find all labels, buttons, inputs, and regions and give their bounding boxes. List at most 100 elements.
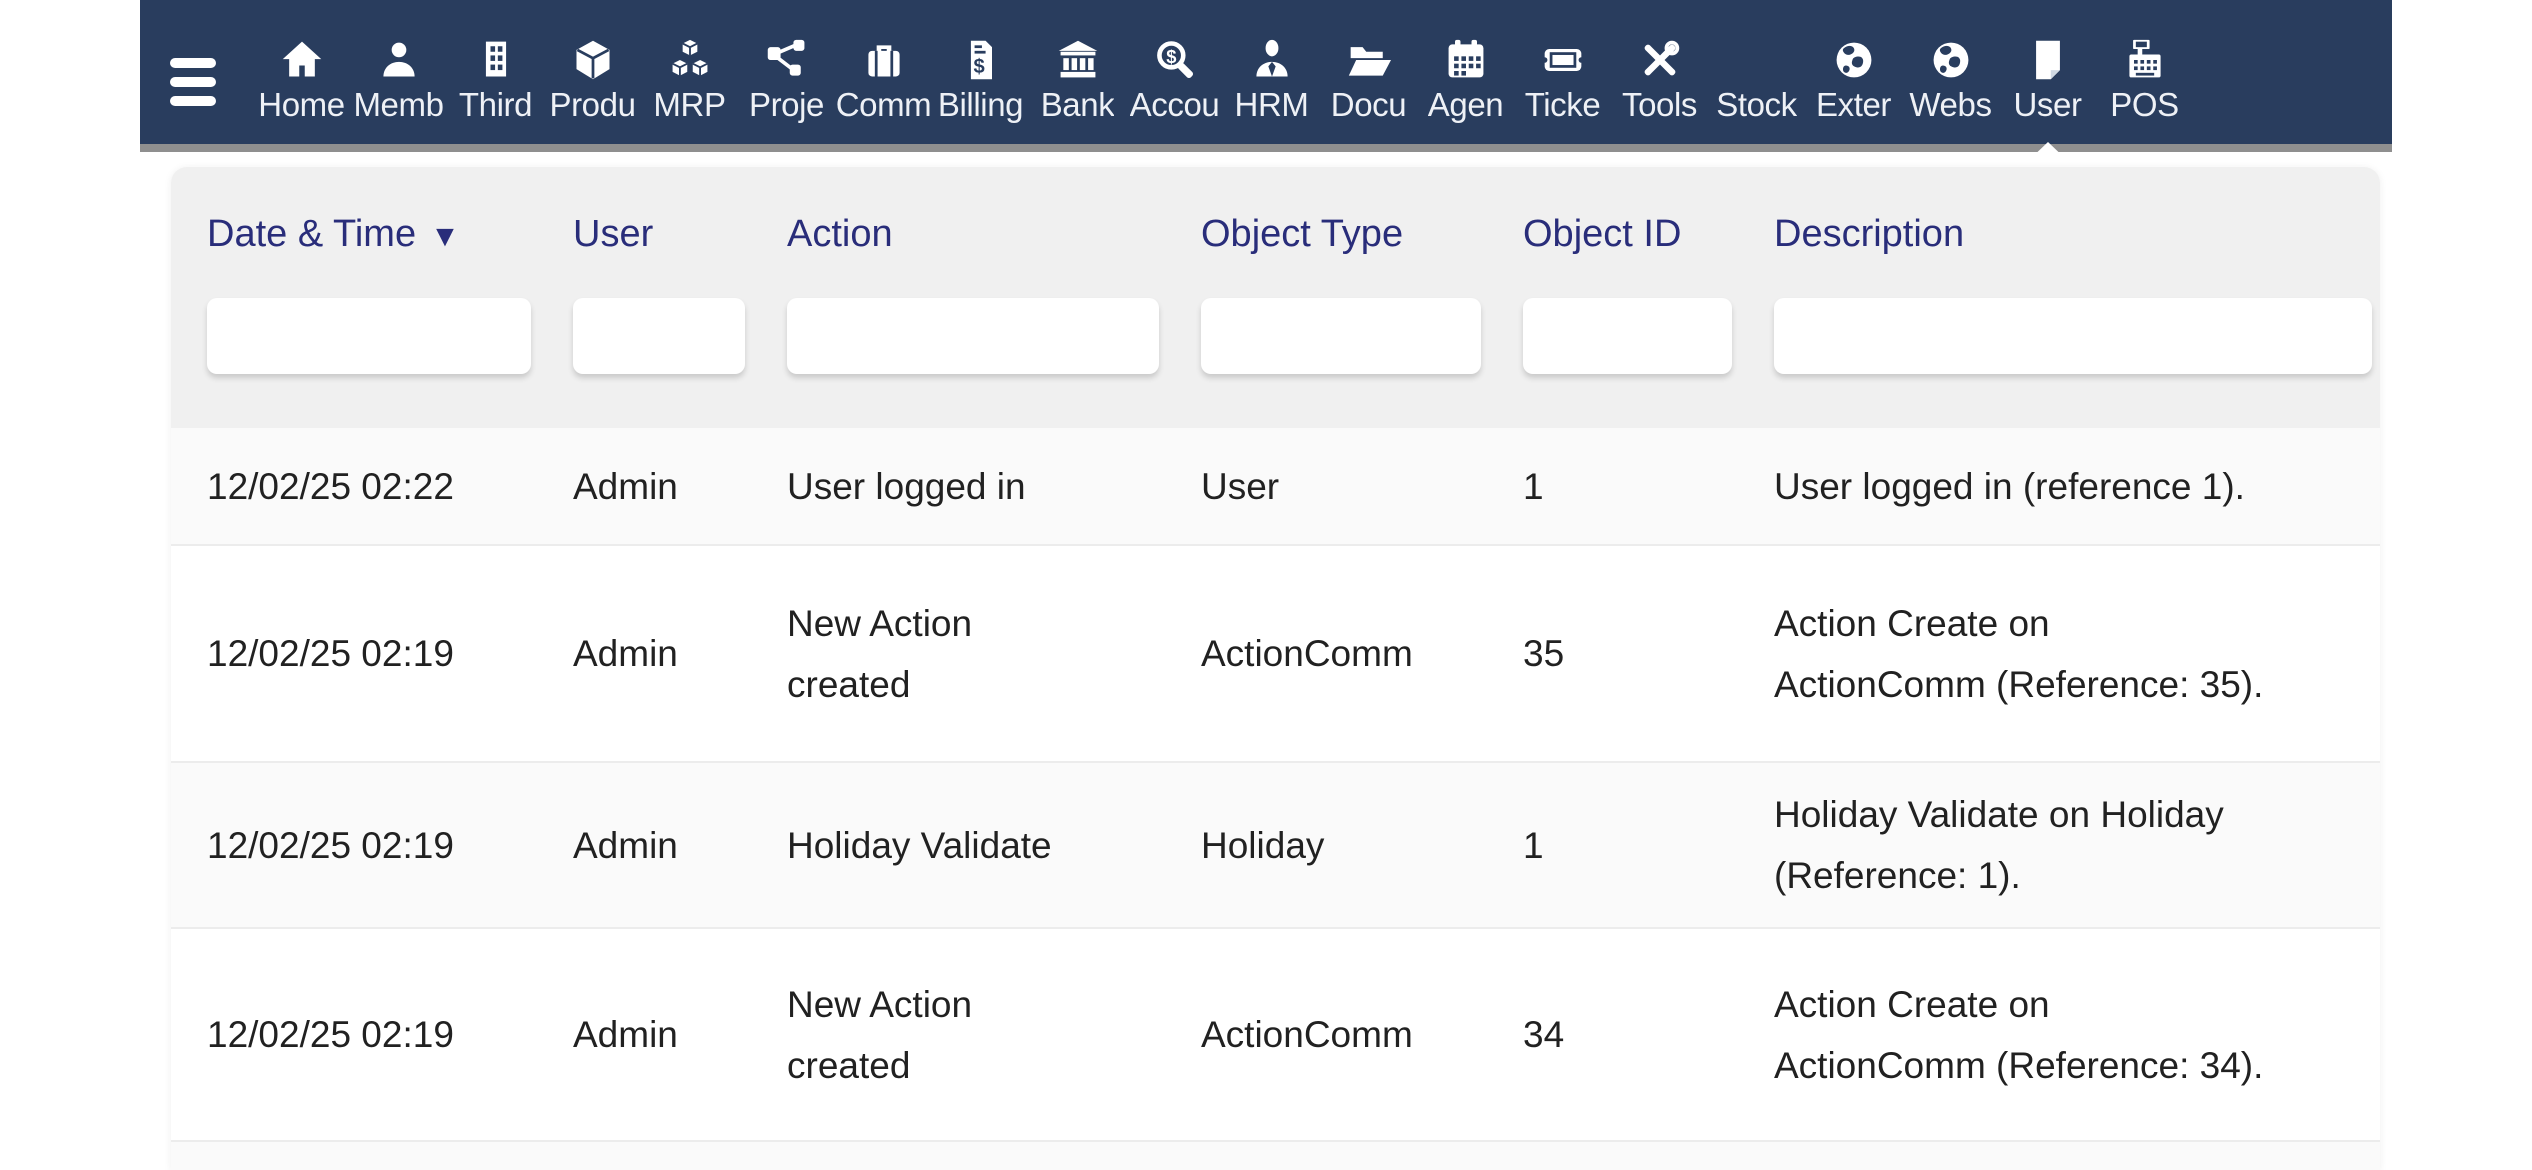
folder-open-icon [1347, 38, 1391, 82]
nav-item-label: Billing [937, 86, 1024, 123]
nav-item-label: User [2013, 86, 2082, 123]
cell-action: New Action created [787, 983, 973, 1086]
nav-item-label: Comm [835, 86, 932, 123]
nav-item-label: Exter [1815, 86, 1892, 123]
cell-object-type: Holiday [1201, 824, 1325, 866]
column-header-action[interactable]: Action [787, 213, 893, 255]
nav-item-produ[interactable]: Produ [544, 38, 641, 124]
cell-action: User logged in [787, 465, 1026, 507]
nav-item-comm[interactable]: Comm [835, 38, 932, 124]
column-header-object-type[interactable]: Object Type [1201, 213, 1404, 255]
nav-item-mrp[interactable]: MRP [641, 38, 738, 124]
column-header-object-id[interactable]: Object ID [1523, 213, 1682, 255]
sitemap-icon [765, 38, 809, 82]
cell-action: New Action created [787, 602, 973, 705]
cell-object-id: 1 [1523, 465, 1544, 507]
nav-item-docu[interactable]: Docu [1320, 38, 1417, 124]
globe-icon [1929, 38, 1973, 82]
cash-register-icon [2123, 38, 2167, 82]
table-header-row: Date & Time ▼ User Action Object Type Obj… [171, 213, 2380, 256]
nav-item-hrm[interactable]: HRM [1223, 38, 1320, 124]
nav-item-label: MRP [653, 86, 726, 123]
nav-item-bank[interactable]: Bank [1029, 38, 1126, 124]
nav-item-user[interactable]: User [1999, 38, 2096, 164]
cell-object-type: ActionComm [1201, 1014, 1413, 1055]
column-header-user[interactable]: User [573, 213, 654, 255]
cell-object-type: ActionComm [1201, 633, 1413, 674]
globe-icon [1832, 38, 1876, 82]
hamburger-bar [170, 77, 216, 87]
nav-item-third[interactable]: Third [447, 38, 544, 124]
file-invoice-dollar-icon [959, 38, 1003, 82]
nav-item-label: Tools [1621, 86, 1698, 123]
top-navbar: Home Memb Third Produ MRP Proje Comm Bil… [140, 0, 2392, 164]
hamburger-icon[interactable] [170, 58, 216, 115]
cubes-icon [668, 38, 712, 82]
filter-input-object-type[interactable] [1201, 298, 1481, 374]
nav-item-accou[interactable]: Accou [1126, 38, 1223, 124]
nav-item-label: Home [258, 86, 345, 123]
nav-item-pos[interactable]: POS [2096, 38, 2193, 124]
cell-user: Admin [573, 824, 678, 866]
cell-user: Admin [573, 1014, 678, 1055]
navbar-menu: Home Memb Third Produ MRP Proje Comm Bil… [253, 38, 2193, 164]
nav-item-label: Produ [549, 86, 636, 123]
nav-item-label: Proje [748, 86, 825, 123]
nav-item-label: Agen [1427, 86, 1504, 123]
nav-item-exter[interactable]: Exter [1805, 38, 1902, 124]
bank-icon [1056, 38, 1100, 82]
cell-datetime: 12/02/25 02:19 [207, 633, 454, 674]
nav-item-ticke[interactable]: Ticke [1514, 38, 1611, 124]
cube-icon [571, 38, 615, 82]
filter-input-user[interactable] [573, 298, 745, 374]
filter-input-object-id[interactable] [1523, 298, 1732, 374]
cell-datetime: 12/02/25 02:19 [207, 824, 454, 866]
column-header-datetime[interactable]: Date & Time ▼ [207, 213, 460, 255]
cell-datetime: 12/02/25 02:19 [207, 1014, 454, 1055]
filter-input-description[interactable] [1774, 298, 2372, 374]
cell-object-id: 34 [1523, 1014, 1565, 1055]
cell-object-id: 1 [1523, 824, 1544, 866]
user-tie-icon [1250, 38, 1294, 82]
cell-user: Admin [573, 633, 678, 674]
cell-action: Holiday Validate [787, 824, 1052, 866]
nav-item-label: Third [458, 86, 533, 123]
cell-description: Holiday Validate on Holiday (Reference: … [1774, 794, 2224, 896]
caret-up-indicator [2024, 142, 2071, 164]
hamburger-bar [170, 58, 216, 68]
filter-input-action[interactable] [787, 298, 1159, 374]
table-filter-row [171, 298, 2380, 374]
nav-item-billing[interactable]: Billing [932, 38, 1029, 124]
sort-desc-icon: ▼ [430, 220, 460, 253]
nav-item-tools[interactable]: Tools [1611, 38, 1708, 124]
hamburger-bar [170, 96, 216, 106]
icon-placeholder [1735, 38, 1779, 82]
nav-item-label: Memb [353, 86, 444, 123]
building-icon [474, 38, 518, 82]
cell-description: Action Create on ActionComm (Reference: … [1774, 983, 2264, 1086]
nav-item-label: Webs [1909, 86, 1992, 123]
nav-item-home[interactable]: Home [253, 38, 350, 124]
nav-item-stock[interactable]: Stock [1708, 38, 1805, 124]
ticket-icon [1541, 38, 1585, 82]
nav-item-label: POS [2110, 86, 2179, 123]
calendar-icon [1444, 38, 1488, 82]
nav-item-memb[interactable]: Memb [350, 38, 447, 124]
nav-item-label: Ticke [1524, 86, 1601, 123]
table-row: 12/02/25 02:19 Admin New Action created … [171, 544, 2380, 761]
filter-input-datetime[interactable] [207, 298, 531, 374]
nav-item-proje[interactable]: Proje [738, 38, 835, 124]
nav-item-label: Stock [1716, 86, 1797, 123]
nav-item-label: Bank [1040, 86, 1115, 123]
audit-log-table: Date & Time ▼ User Action Object Type Obj… [171, 167, 2380, 1170]
table-header-block: Date & Time ▼ User Action Object Type Obj… [171, 167, 2380, 428]
nav-item-agen[interactable]: Agen [1417, 38, 1514, 124]
page-icon [2026, 38, 2070, 82]
nav-item-webs[interactable]: Webs [1902, 38, 1999, 124]
column-header-description[interactable]: Description [1774, 213, 1965, 255]
briefcase-icon [862, 38, 906, 82]
nav-item-label: Accou [1129, 86, 1220, 123]
cell-user: Admin [573, 465, 678, 507]
table-row: 12/02/25 02:22 Admin User logged in User… [171, 428, 2380, 544]
